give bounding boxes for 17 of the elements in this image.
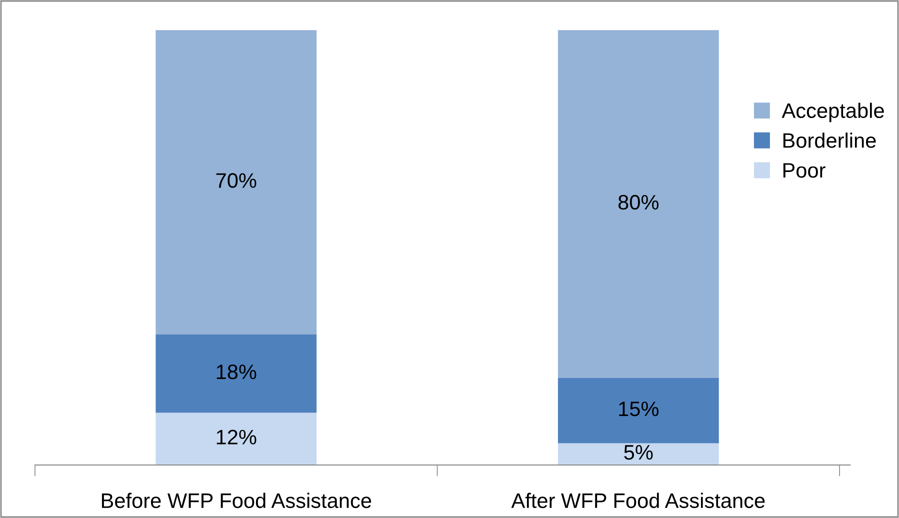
data-label: 80% — [618, 194, 659, 210]
data-label: 18% — [216, 364, 256, 380]
legend-label: Poor — [783, 163, 826, 178]
legend-label: Borderline — [783, 132, 876, 148]
bar — [156, 334, 317, 413]
bar — [156, 30, 317, 335]
data-label: 70% — [216, 173, 256, 188]
x-tick-label: After WFP Food Assistance — [511, 492, 765, 508]
bar — [558, 443, 719, 465]
bar — [558, 378, 719, 444]
data-label: 15% — [619, 402, 659, 416]
data-label: 12% — [216, 430, 256, 444]
legend-label: Acceptable — [782, 102, 884, 122]
data-label: 5% — [624, 445, 653, 460]
x-tick-label: Before WFP Food Assistance — [102, 492, 372, 508]
bar — [156, 412, 317, 465]
bar — [558, 30, 719, 378]
